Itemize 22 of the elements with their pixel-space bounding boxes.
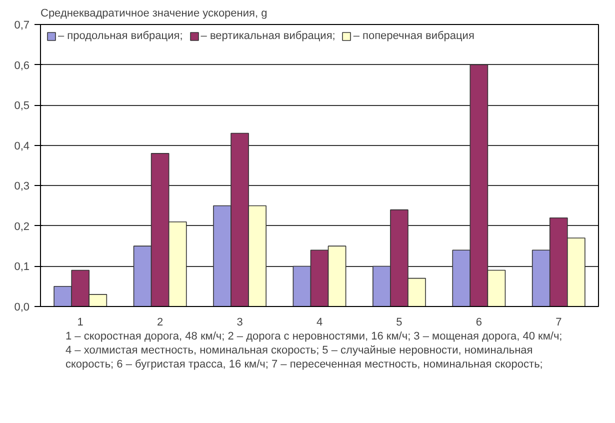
y-tick-label: 0,7 (14, 20, 30, 32)
x-tick-label: 1 (77, 316, 84, 328)
y-tick-label: 0,6 (14, 60, 30, 72)
y-tick-label: 0,2 (14, 220, 30, 233)
text: 1 – скоростная дорога, 48 км/ч; 2 – дорога с неровностями, 16 км/ч; 3 – мощеная дорога, 40 км/ч; (66, 330, 562, 342)
x-tick-label: 5 (396, 316, 402, 328)
text: скорость; 6 – бугристая трасса, 16 км/ч; 7 – пересеченная местность, номинальная скорость; (66, 358, 543, 370)
x-tick-label: 6 (476, 316, 482, 328)
x-tick-label: 7 (556, 316, 562, 328)
y-axis-title: Среднеквадратичное значение ускорения, g (40, 8, 268, 20)
y-tick-label: 0,5 (14, 100, 30, 112)
legend-label: – поперечная вибрация (353, 30, 474, 42)
x-tick-label: 4 (316, 316, 323, 328)
y-tick-label: 0,0 (14, 302, 30, 314)
y-tick-label: 0,3 (14, 180, 30, 193)
legend-label: – вертикальная вибрация; (200, 30, 336, 42)
y-tick-label: 0,1 (14, 261, 30, 274)
legend-label: – продольная вибрация; (58, 30, 183, 42)
text: 4 – холмистая местность, номинальная скорость; 5 – случайные неровности, номинальная (66, 344, 533, 356)
x-tick-label: 3 (236, 316, 243, 328)
x-tick-label: 2 (157, 316, 164, 328)
y-tick-label: 0,4 (14, 140, 30, 152)
